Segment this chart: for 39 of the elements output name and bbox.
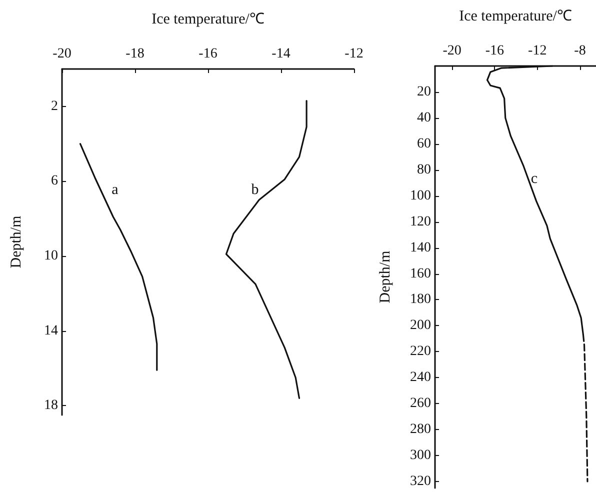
y-tick-label: 220 — [410, 344, 431, 360]
annotation: b — [251, 182, 259, 198]
y-tick-label: 6 — [51, 174, 58, 189]
y-tick-label: 80 — [417, 162, 431, 178]
x-axis-title: Ice temperature/℃ — [459, 8, 572, 24]
y-tick-label: 18 — [44, 398, 58, 414]
y-tick-label: 200 — [410, 318, 431, 334]
x-tick-label: -16 — [485, 44, 504, 58]
y-tick-label: 300 — [410, 448, 431, 464]
x-tick-label: -16 — [198, 46, 218, 62]
y-tick-label: 20 — [417, 84, 431, 100]
y-tick-label: 280 — [410, 422, 431, 438]
x-tick-label: -12 — [528, 44, 547, 58]
x-tick-label: -18 — [126, 46, 144, 62]
x-tick-label: -12 — [344, 46, 364, 62]
annotation: a — [112, 182, 119, 198]
annotation: c — [530, 170, 538, 187]
x-axis-title: Ice temperature/℃ — [152, 12, 264, 28]
y-tick-label: 240 — [410, 370, 431, 386]
line-series — [79, 143, 158, 371]
y-tick-label: 320 — [410, 474, 431, 490]
x-tick-label: -20 — [442, 44, 462, 58]
x-tick-label: -20 — [52, 46, 72, 62]
x-tick-label: -8 — [574, 44, 586, 58]
y-axis-title: Depth/m — [8, 215, 24, 268]
y-tick-label: 60 — [417, 136, 431, 152]
y-tick-label: 100 — [410, 188, 431, 204]
line-series — [225, 100, 308, 399]
y-tick-label: 10 — [44, 248, 58, 264]
y-tick-label: 40 — [417, 110, 431, 126]
y-axis-title: Depth/m — [378, 250, 394, 304]
y-tick-label: 120 — [410, 214, 431, 230]
y-tick-label: 260 — [410, 396, 431, 412]
y-tick-label: 2 — [51, 98, 58, 114]
y-tick-label: 14 — [44, 323, 58, 338]
x-tick-label: -14 — [272, 46, 290, 62]
y-tick-label: 160 — [410, 266, 431, 282]
y-tick-label: 140 — [410, 240, 431, 256]
y-tick-label: 180 — [410, 292, 431, 308]
